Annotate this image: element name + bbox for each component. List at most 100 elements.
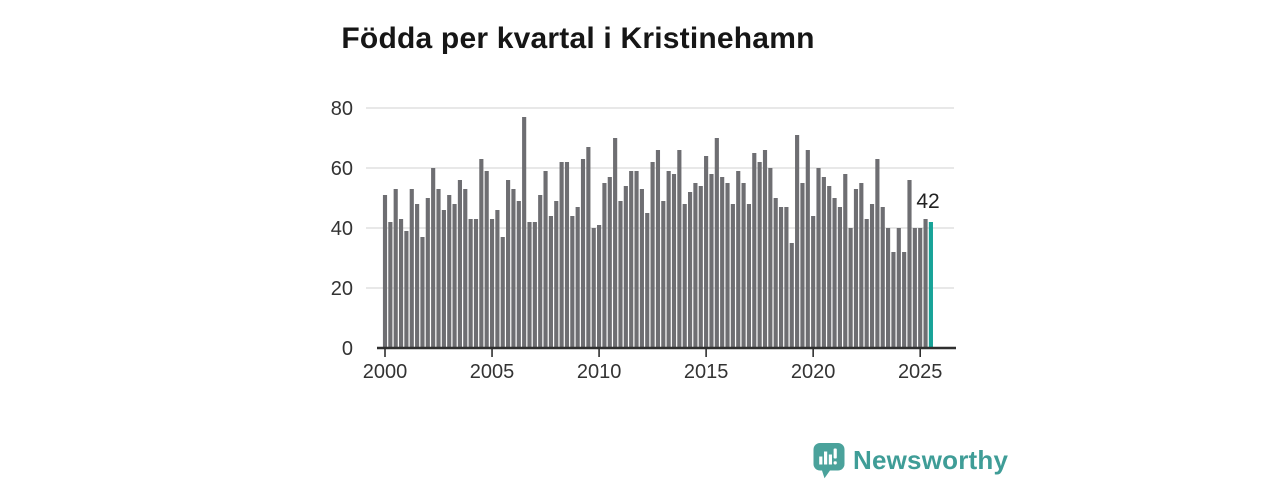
y-tick-label: 60 — [331, 158, 353, 180]
y-tick-label: 40 — [331, 218, 353, 240]
bar — [591, 228, 596, 348]
y-tick-label: 20 — [331, 278, 353, 300]
chart-title: Födda per kvartal i Kristinehamn — [341, 22, 815, 56]
bar — [848, 228, 853, 348]
bar — [500, 237, 505, 348]
bar — [463, 189, 468, 348]
bar — [816, 168, 821, 348]
bar — [586, 147, 591, 348]
bar — [554, 201, 559, 348]
y-tick-label: 80 — [331, 98, 353, 120]
bar — [452, 204, 457, 348]
bar — [811, 216, 816, 348]
bar — [843, 174, 848, 348]
bar — [773, 198, 778, 348]
bar — [677, 150, 682, 348]
bar — [570, 216, 575, 348]
bar — [746, 204, 752, 348]
bar — [805, 150, 810, 348]
bar — [447, 195, 452, 348]
bar — [650, 162, 655, 348]
bar — [795, 135, 800, 348]
bar — [575, 207, 580, 348]
bar — [506, 180, 511, 348]
bar — [757, 162, 762, 348]
bar — [543, 171, 548, 348]
bar — [527, 222, 532, 348]
bar — [784, 207, 789, 348]
bar — [682, 204, 687, 348]
bar — [709, 174, 714, 348]
bar — [415, 204, 420, 348]
y-tick-label: 0 — [342, 338, 353, 360]
bar — [778, 207, 784, 348]
bar — [602, 183, 607, 348]
bar — [495, 210, 500, 348]
bar — [580, 159, 586, 348]
newsworthy-speech-bubble-chart-icon — [813, 443, 845, 479]
bar — [538, 195, 543, 348]
bar — [821, 177, 826, 348]
x-tick-label: 2025 — [898, 361, 943, 383]
bar — [511, 189, 516, 348]
bar — [639, 189, 644, 348]
x-tick-label: 2000 — [363, 361, 408, 383]
bar — [800, 183, 805, 348]
bar — [634, 171, 639, 348]
bar — [918, 228, 923, 348]
bar — [720, 177, 725, 348]
bar — [618, 201, 623, 348]
bar — [564, 162, 570, 348]
bar — [869, 204, 875, 348]
highlighted-bar — [928, 222, 933, 348]
bar — [548, 216, 553, 348]
bar — [623, 186, 628, 348]
x-tick-label: 2010 — [577, 361, 622, 383]
bar — [762, 150, 768, 348]
bar — [725, 183, 730, 348]
bar — [902, 252, 907, 348]
x-tick-label: 2015 — [684, 361, 729, 383]
bar — [473, 219, 479, 348]
bar — [741, 183, 746, 348]
bar — [559, 162, 564, 348]
bar — [768, 168, 773, 348]
bar — [886, 228, 891, 348]
bar — [736, 171, 741, 348]
bar — [516, 201, 521, 348]
bar — [730, 204, 735, 348]
bar — [431, 168, 436, 348]
bar — [629, 171, 634, 348]
newsworthy-logo: Newsworthy — [812, 442, 1008, 479]
bar — [891, 252, 896, 348]
bar — [425, 198, 430, 348]
bar — [832, 198, 837, 348]
bar — [661, 201, 666, 348]
bar — [613, 138, 618, 348]
bar — [827, 186, 832, 348]
bar — [436, 189, 441, 348]
bar — [409, 189, 414, 348]
bar — [853, 189, 859, 348]
bar — [655, 150, 661, 348]
bar — [880, 207, 885, 348]
bar — [896, 228, 901, 348]
bar — [923, 219, 928, 348]
bar — [468, 219, 473, 348]
x-tick-label: 2005 — [470, 361, 515, 383]
bar — [441, 210, 446, 348]
bar — [393, 189, 398, 348]
bar — [457, 180, 462, 348]
bar — [704, 156, 709, 348]
x-tick-label: 2020 — [791, 361, 836, 383]
bar — [789, 243, 794, 348]
bar — [398, 219, 404, 348]
bar — [698, 186, 703, 348]
bar — [907, 180, 912, 348]
bar — [404, 231, 409, 348]
bar — [666, 171, 671, 348]
bar — [597, 225, 602, 348]
bar — [532, 222, 537, 348]
bar — [420, 237, 425, 348]
